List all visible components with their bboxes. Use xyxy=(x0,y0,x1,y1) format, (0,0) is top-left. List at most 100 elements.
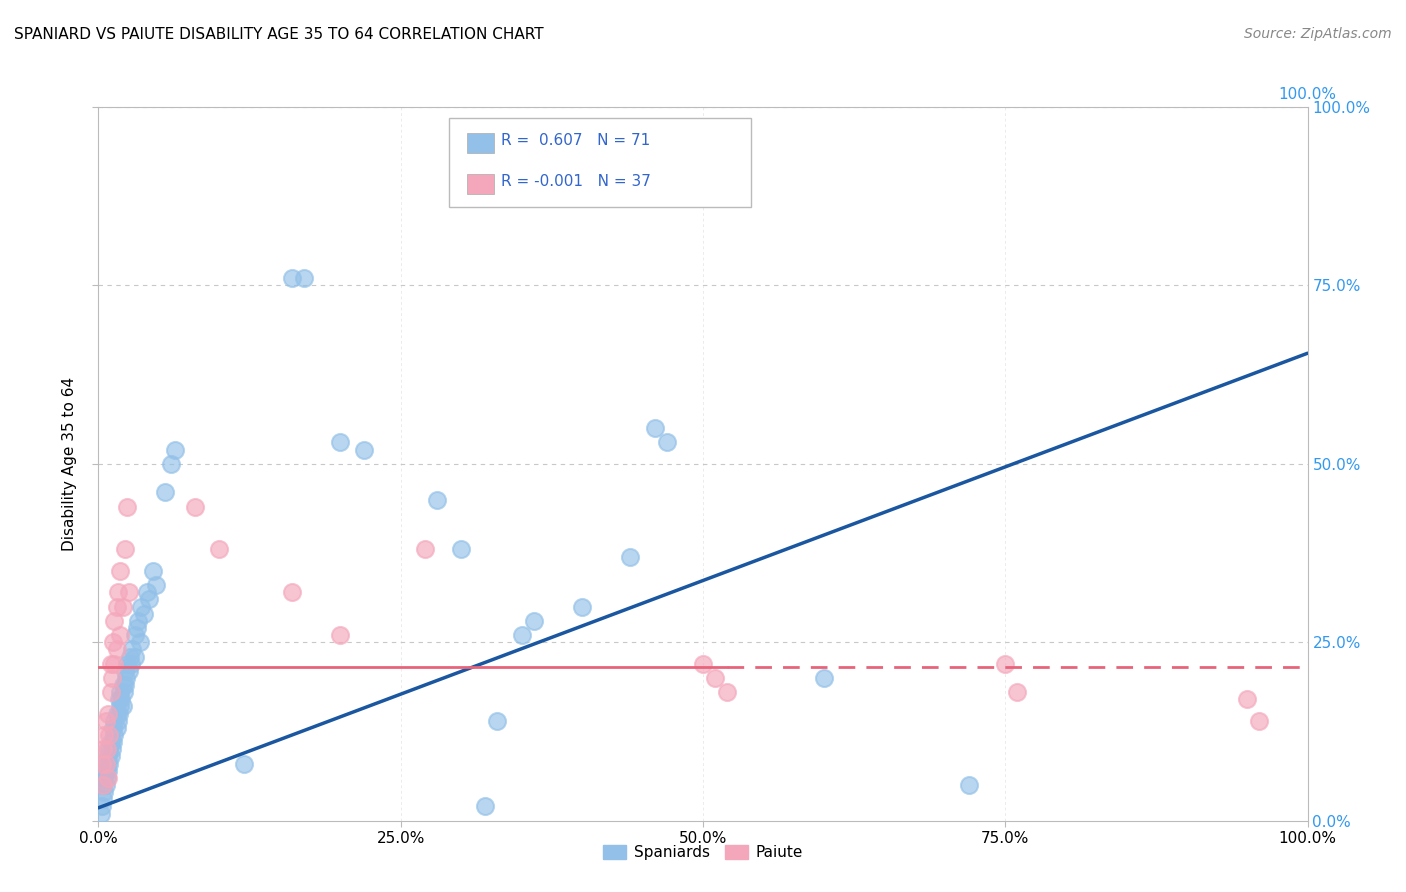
Point xyxy=(97,771,120,785)
Point xyxy=(120,657,142,671)
Point xyxy=(96,742,118,756)
Point xyxy=(329,435,352,450)
Point xyxy=(97,749,120,764)
Point xyxy=(100,657,122,671)
Point xyxy=(108,706,131,721)
Point xyxy=(523,614,546,628)
Point xyxy=(110,692,132,706)
Point xyxy=(94,714,117,728)
Point xyxy=(93,771,115,785)
Point xyxy=(619,549,641,564)
Point xyxy=(98,756,121,771)
Bar xyxy=(467,134,494,153)
Point xyxy=(692,657,714,671)
Point xyxy=(96,771,118,785)
Point xyxy=(112,685,135,699)
Point xyxy=(450,542,472,557)
Text: Source: ZipAtlas.com: Source: ZipAtlas.com xyxy=(1244,27,1392,41)
Point xyxy=(716,685,738,699)
Point xyxy=(114,542,136,557)
Text: SPANIARD VS PAIUTE DISABILITY AGE 35 TO 64 CORRELATION CHART: SPANIARD VS PAIUTE DISABILITY AGE 35 TO … xyxy=(14,27,544,42)
Point xyxy=(117,500,139,514)
Point xyxy=(135,585,157,599)
Point xyxy=(94,764,117,778)
Point xyxy=(111,678,134,692)
Point xyxy=(510,628,533,642)
Point xyxy=(1236,692,1258,706)
Point xyxy=(100,671,122,685)
Point xyxy=(98,728,121,742)
Point xyxy=(118,664,141,678)
Point xyxy=(97,764,120,778)
Point xyxy=(105,642,128,657)
Point xyxy=(105,721,128,735)
Point xyxy=(281,585,304,599)
Point xyxy=(96,756,118,771)
FancyBboxPatch shape xyxy=(449,118,751,207)
Point xyxy=(103,614,125,628)
Point xyxy=(121,642,143,657)
Point xyxy=(100,742,122,756)
Point xyxy=(160,457,183,471)
Point xyxy=(118,649,141,664)
Point xyxy=(127,621,149,635)
Point xyxy=(117,657,139,671)
Point xyxy=(100,749,122,764)
Point xyxy=(232,756,254,771)
Point xyxy=(101,721,124,735)
Point xyxy=(145,578,167,592)
Point xyxy=(644,421,666,435)
Point xyxy=(124,628,146,642)
Point xyxy=(98,742,121,756)
Point xyxy=(105,599,128,614)
Point xyxy=(292,271,315,285)
Point xyxy=(115,671,138,685)
Point xyxy=(486,714,509,728)
Point xyxy=(994,657,1017,671)
Text: R = -0.001   N = 37: R = -0.001 N = 37 xyxy=(501,174,651,189)
Y-axis label: Disability Age 35 to 64: Disability Age 35 to 64 xyxy=(62,376,77,551)
Point xyxy=(329,628,352,642)
Point xyxy=(704,671,727,685)
Point xyxy=(118,585,141,599)
Point xyxy=(91,756,114,771)
Point xyxy=(114,664,136,678)
Point xyxy=(128,635,150,649)
Point xyxy=(571,599,593,614)
Point xyxy=(124,649,146,664)
Point xyxy=(153,485,176,500)
Point xyxy=(1249,714,1271,728)
Point xyxy=(107,714,129,728)
Text: R =  0.607   N = 71: R = 0.607 N = 71 xyxy=(501,134,651,148)
Point xyxy=(813,671,835,685)
Point xyxy=(101,635,124,649)
Point xyxy=(413,542,436,557)
Point xyxy=(94,756,117,771)
Point xyxy=(91,778,114,792)
Point xyxy=(93,728,115,742)
Point xyxy=(127,614,149,628)
Point xyxy=(208,542,231,557)
Point xyxy=(100,735,122,749)
Point xyxy=(184,500,207,514)
Point xyxy=(90,806,112,821)
Point xyxy=(129,599,152,614)
Point xyxy=(103,714,125,728)
Point xyxy=(108,692,131,706)
Point xyxy=(281,271,304,285)
Point xyxy=(108,564,131,578)
Point xyxy=(93,785,115,799)
Point xyxy=(105,706,128,721)
Point xyxy=(91,778,114,792)
Point xyxy=(426,492,449,507)
Point xyxy=(163,442,186,457)
Point xyxy=(353,442,375,457)
Point xyxy=(114,678,136,692)
Point xyxy=(100,685,122,699)
Point xyxy=(134,607,156,621)
Point xyxy=(91,792,114,806)
Bar xyxy=(467,174,494,194)
Point xyxy=(91,799,114,814)
Point xyxy=(108,628,131,642)
Point xyxy=(655,435,678,450)
